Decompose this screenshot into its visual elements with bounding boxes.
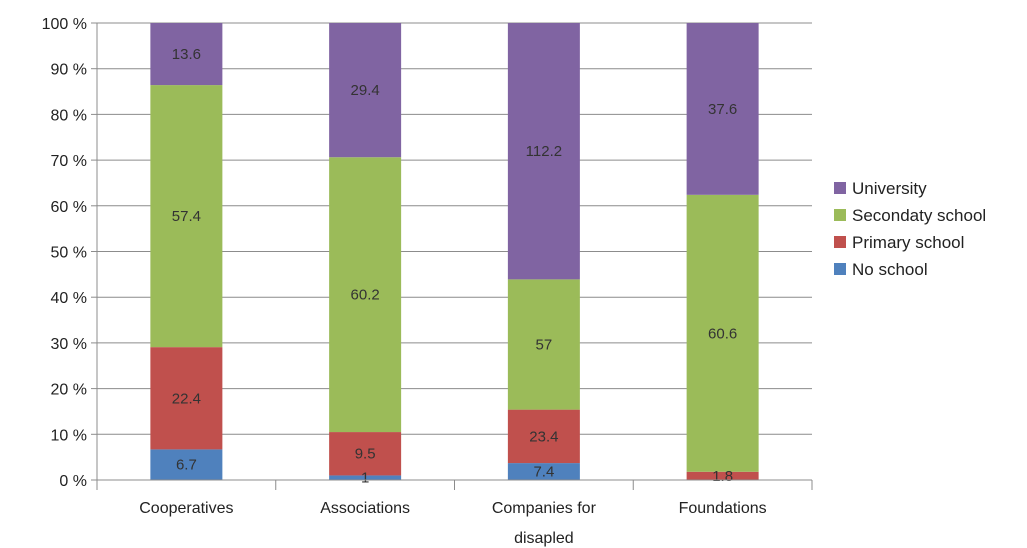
bar-segment: [686, 194, 759, 472]
bar-segment: [507, 279, 580, 410]
y-tick-label: 40 %: [51, 290, 87, 307]
x-tick-label: Cooperatives: [139, 500, 233, 517]
data-label: 57: [536, 336, 553, 353]
data-label: 22.4: [172, 390, 201, 407]
legend-label: Secondaty school: [852, 206, 986, 225]
x-tick-label: Foundations: [679, 500, 767, 517]
data-label: 57.4: [172, 208, 201, 225]
data-label: 6.7: [176, 457, 197, 474]
y-tick-label: 70 %: [51, 153, 87, 170]
data-label: 13.6: [172, 46, 201, 63]
bar-segment: [150, 449, 223, 480]
bar-segment: [507, 463, 580, 480]
x-tick-label: Associations: [320, 500, 410, 517]
legend-swatch: [834, 209, 846, 221]
data-label: 60.6: [708, 325, 737, 342]
bar-segment: [686, 471, 759, 480]
data-label: 23.4: [529, 428, 558, 445]
x-tick-label: Companies for disapled: [492, 500, 597, 547]
y-tick-label: 0 %: [59, 473, 87, 490]
legend-label: No school: [852, 260, 928, 279]
data-label: 7.4: [533, 464, 554, 481]
bar-segment: [329, 432, 402, 476]
y-tick-label: 50 %: [51, 245, 87, 262]
data-label: 9.5: [355, 446, 376, 463]
data-label: 60.2: [351, 287, 380, 304]
y-tick-label: 30 %: [51, 336, 87, 353]
bars: [150, 23, 759, 480]
data-labels: 6.7 22.4 57.4 13.6 1 9.5 60.2 29.4 7.4 23.4 57 112.…: [172, 46, 737, 487]
data-label: 1.8: [712, 468, 733, 485]
x-axis: Cooperatives Associations Companies for dis…: [96, 479, 813, 547]
bar-segment: [150, 347, 223, 450]
legend-label: University: [852, 179, 927, 198]
legend-label: Primary school: [852, 233, 964, 252]
y-tick-label: 10 %: [51, 427, 87, 444]
bar-segment: [507, 23, 580, 280]
bar-segment: [150, 23, 223, 86]
data-label: 29.4: [351, 82, 380, 99]
legend-swatch: [834, 182, 846, 194]
bar-segment: [150, 85, 223, 348]
y-tick-label: 20 %: [51, 382, 87, 399]
bar-segment: [329, 475, 402, 480]
y-tick-label: 60 %: [51, 199, 87, 216]
y-axis-ticks: 0 % 10 % 20 % 30 % 40 % 50 % 60 % 70 % 80 % 90 % 1…: [42, 16, 98, 490]
data-label: 112.2: [526, 143, 562, 160]
y-tick-label: 80 %: [51, 107, 87, 124]
data-label: 37.6: [708, 101, 737, 118]
data-label: 1: [361, 470, 369, 487]
bar-segment: [686, 23, 759, 195]
y-tick-label: 90 %: [51, 62, 87, 79]
y-tick-label: 100 %: [42, 16, 87, 33]
legend-swatch: [834, 236, 846, 248]
legend: University Secondaty school Primary school…: [834, 179, 986, 279]
bar-segment: [507, 409, 580, 464]
bar-segment: [329, 23, 402, 158]
legend-swatch: [834, 263, 846, 275]
bar-segment: [329, 157, 402, 433]
